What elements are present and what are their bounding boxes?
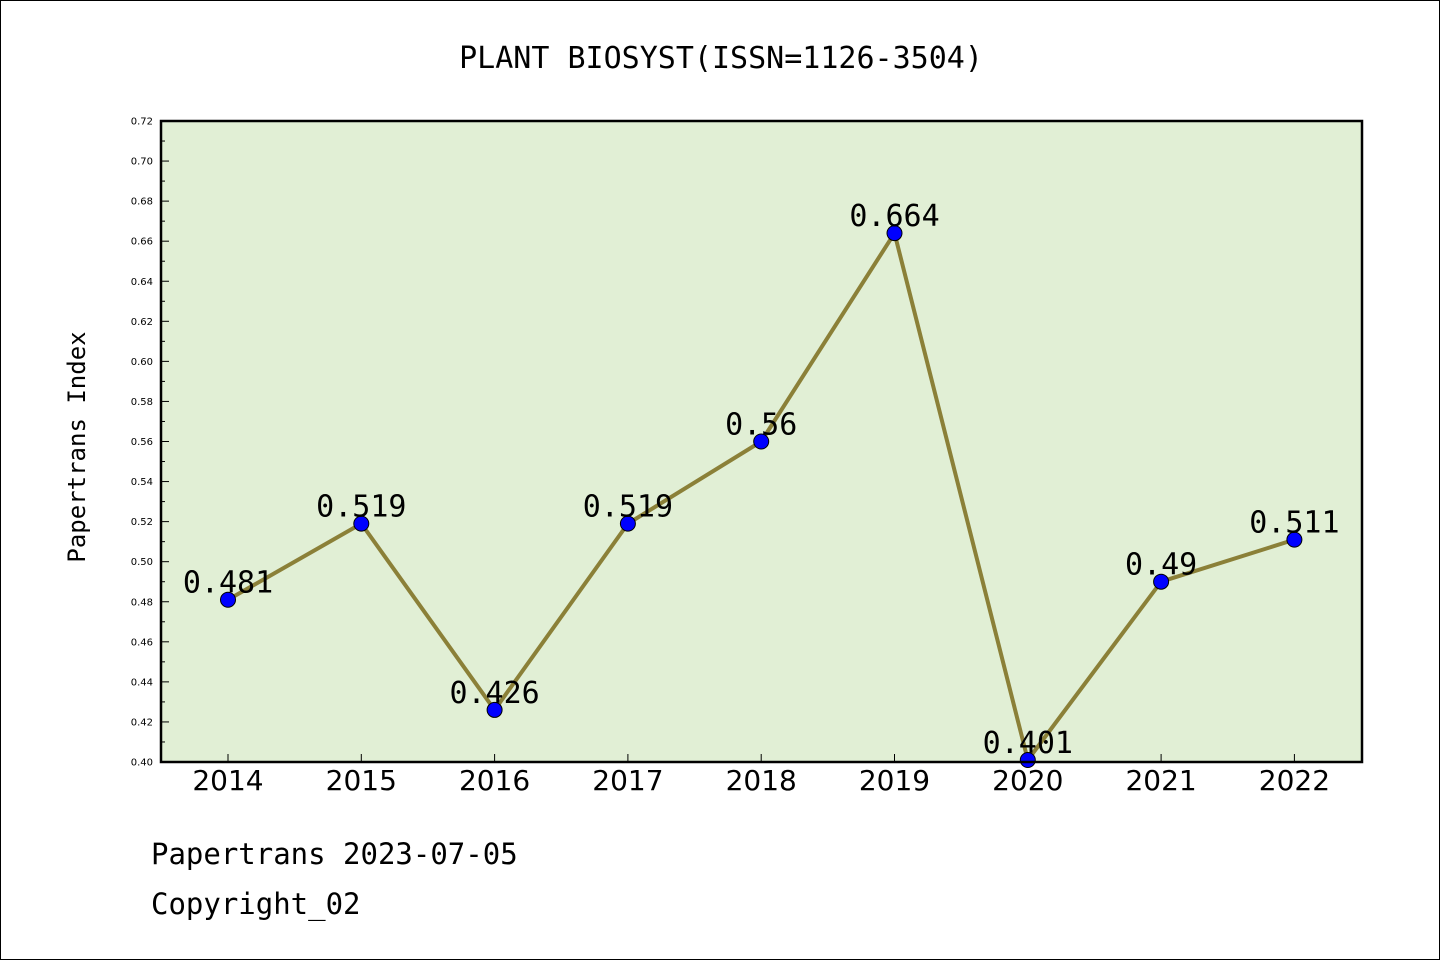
data-point: [220, 591, 236, 608]
y-tick-label: 0.40: [131, 758, 153, 769]
y-tick-label: 0.60: [131, 357, 153, 368]
y-tick-label: 0.64: [131, 277, 153, 288]
data-point: [619, 515, 636, 532]
y-tick-label: 0.66: [131, 237, 153, 248]
data-point: [486, 701, 503, 718]
data-point: [1019, 751, 1036, 768]
y-axis: 0.40 0.42 0.44 0.46 0.48 0.50 0.52 0.54 0.56 0.58…: [131, 117, 169, 769]
footer-date-text: Papertrans 2023-07-05: [151, 837, 518, 871]
data-label: 0.511: [1249, 506, 1339, 541]
series-group: [220, 225, 1303, 768]
data-label: 0.49: [1125, 548, 1197, 583]
y-tick-label: 0.58: [131, 397, 153, 408]
data-label: 0.426: [449, 676, 539, 711]
data-point: [1286, 531, 1303, 548]
data-point: [886, 225, 903, 242]
x-tick-label: 2016: [459, 764, 530, 797]
y-tick-label: 0.44: [131, 677, 153, 688]
y-tick-label: 0.42: [131, 717, 153, 728]
x-tick-label: 2014: [192, 764, 263, 797]
y-tick-label: 0.56: [131, 437, 153, 448]
y-tick-label: 0.46: [131, 637, 153, 648]
y-axis-label: Papertrans Index: [63, 331, 91, 562]
chart-title: PLANT BIOSYST(ISSN=1126-3504): [459, 41, 983, 76]
plot-border: [159, 119, 1364, 764]
y-tick-label: 0.48: [131, 597, 153, 608]
x-tick-label: 2020: [992, 764, 1063, 797]
x-tick-label: 2022: [1259, 764, 1330, 797]
y-tick-label: 0.72: [131, 117, 153, 128]
data-point: [753, 433, 770, 450]
y-tick-label: 0.68: [131, 197, 153, 208]
y-tick-label: 0.54: [131, 477, 153, 488]
y-tick-label: 0.62: [131, 317, 153, 328]
data-label: 0.519: [583, 490, 673, 525]
x-tick-label: 2015: [326, 764, 397, 797]
x-tick-label: 2017: [592, 764, 663, 797]
y-tick-label: 0.52: [131, 517, 153, 528]
y-tick-label: 0.50: [131, 557, 153, 568]
x-tick-label: 2019: [859, 764, 930, 797]
footer-copyright-text: Copyright_02: [151, 887, 361, 921]
x-tick-label: 2018: [726, 764, 797, 797]
x-axis: 2014 2015 2016 2017 2018 2019 2020 2021 2022: [192, 754, 1330, 797]
data-point: [353, 515, 370, 532]
data-point: [1153, 573, 1170, 590]
data-label: 0.56: [725, 408, 797, 443]
data-label: 0.401: [983, 726, 1073, 761]
data-label: 0.664: [849, 199, 939, 234]
x-tick-label: 2021: [1125, 764, 1196, 797]
data-label: 0.519: [316, 490, 406, 525]
y-tick-label: 0.70: [131, 157, 153, 168]
data-label: 0.481: [183, 566, 273, 601]
data-labels: 0.481 0.519 0.426 0.519 0.56 0.664 0.401 0.49 0.…: [183, 199, 1340, 761]
